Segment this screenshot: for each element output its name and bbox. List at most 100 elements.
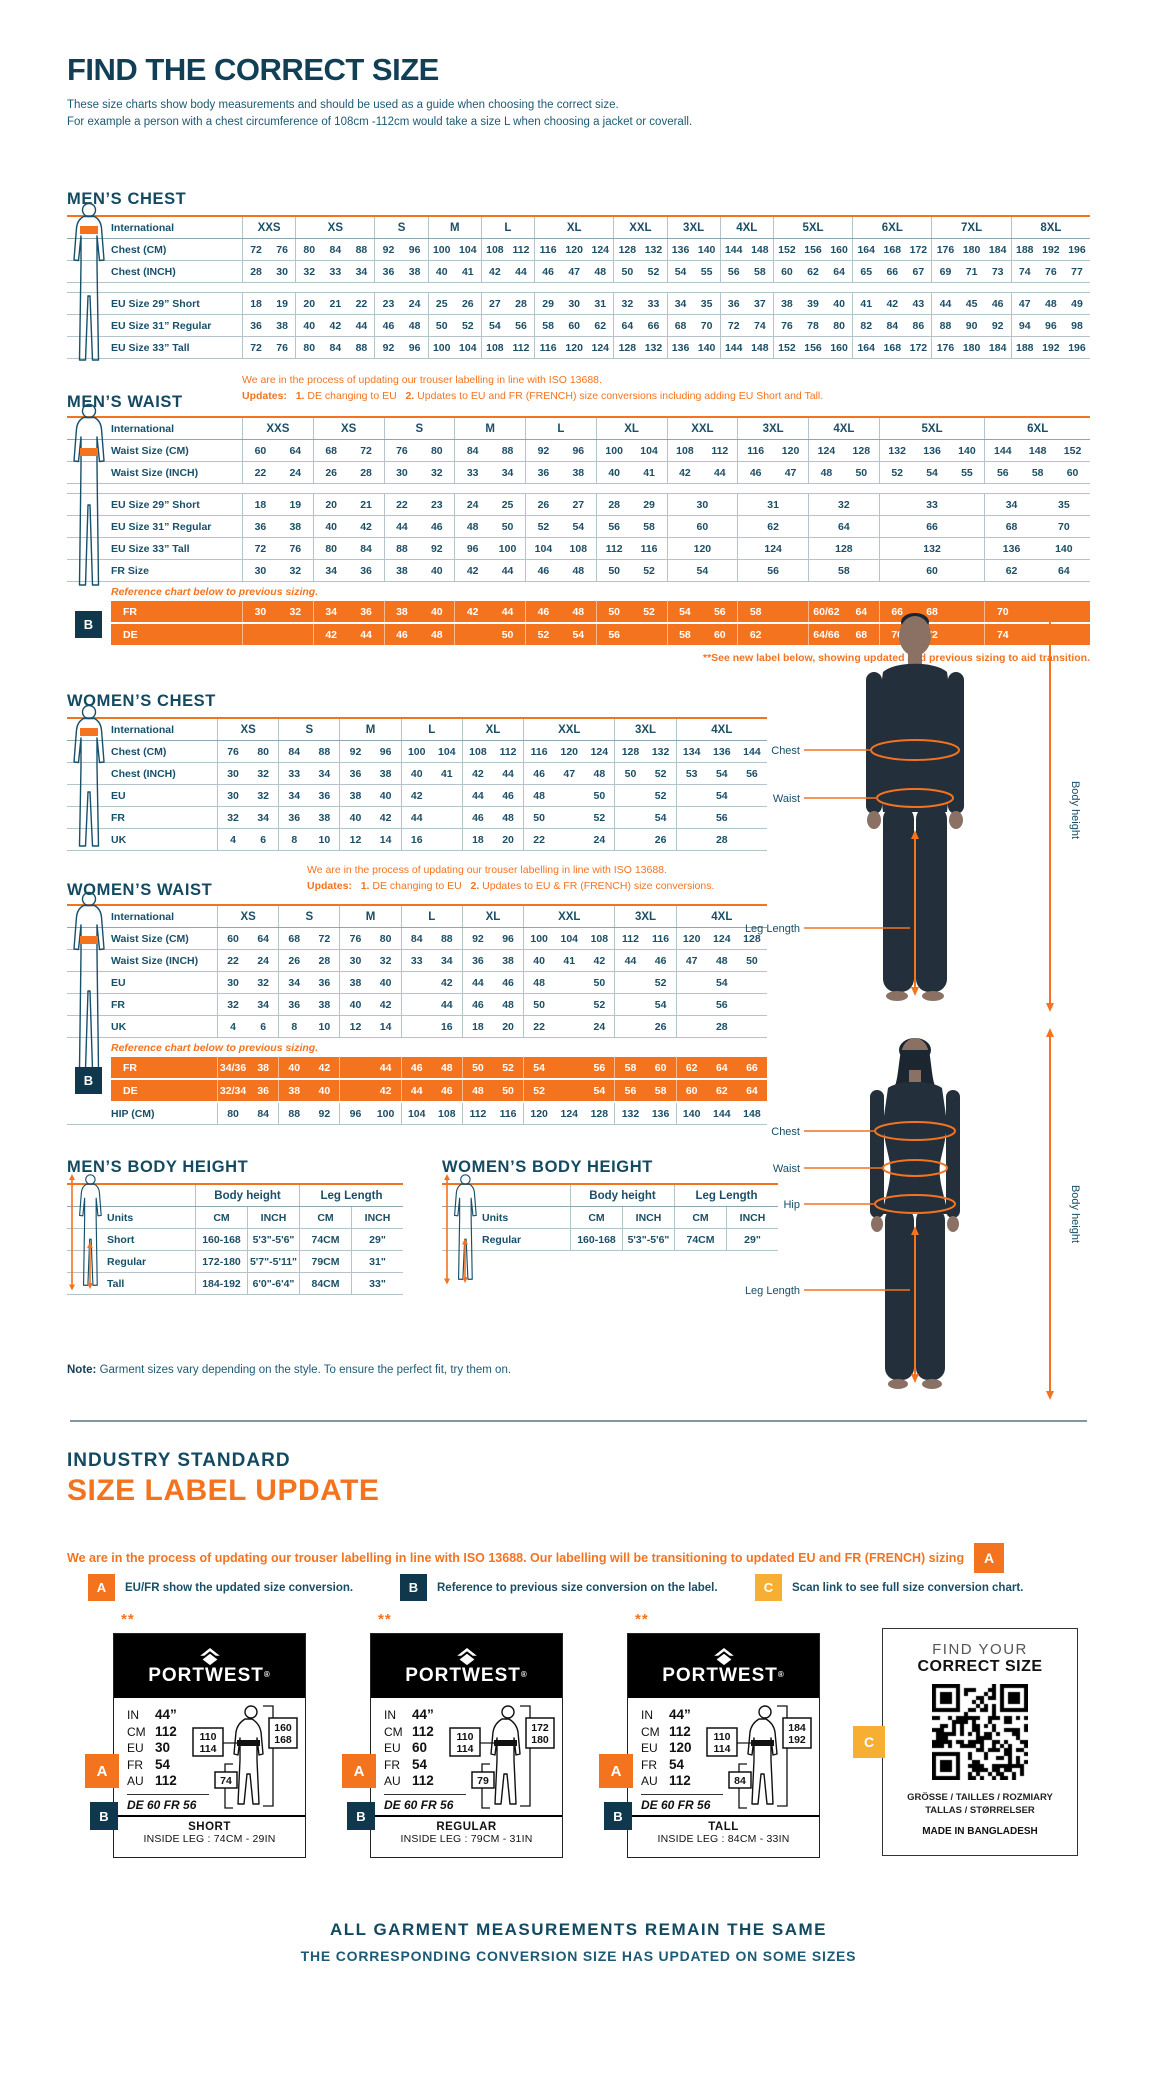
column-header-cell: XS — [295, 217, 374, 238]
row-label: Regular — [482, 1233, 522, 1246]
size-cell: 27 28 — [480, 293, 534, 314]
size-cell: 96 100 — [454, 538, 525, 559]
chest-label: Chest — [771, 745, 800, 757]
size-value: 50 — [593, 789, 606, 802]
column-header: 5XL — [921, 422, 943, 435]
unit-header-cell: CM — [299, 1207, 351, 1228]
size-cell: 124 — [737, 538, 808, 559]
size-value: 46 — [654, 954, 667, 967]
table-row: UK 4 6 8 10 12 14 16 18 20 22 24 26 28 — [67, 829, 767, 851]
size-value: 54 — [489, 319, 501, 332]
size-value: 108 — [486, 341, 504, 354]
size-value: 79CM — [311, 1255, 340, 1268]
size-value: 46 — [991, 297, 1004, 310]
industry-standard-title: INDUSTRY STANDARD — [67, 1450, 291, 1471]
table-row: Waist Size (CM) 60 64 68 72 76 80 84 88 92 96 100 10… — [67, 440, 1090, 462]
size-value: 48 — [466, 520, 479, 533]
row-label: HIP (CM) — [111, 1107, 155, 1120]
size-cell: 22 24 — [242, 462, 313, 483]
size-value: 32 — [379, 954, 392, 967]
size-value: 112 — [469, 1107, 487, 1120]
size-value: 41 — [461, 265, 474, 278]
size-cell: 56 — [737, 560, 808, 581]
column-header-cell: M — [339, 906, 400, 927]
badge-b: B — [75, 611, 102, 638]
size-value: 56 — [767, 564, 779, 577]
size-cell: 32/34 36 — [217, 1080, 278, 1101]
column-header: M — [365, 910, 376, 923]
size-value: 108 — [676, 444, 694, 457]
size-value: 48 — [572, 564, 585, 577]
legend-text: Reference to previous size conversion on… — [437, 1581, 718, 1594]
size-value: 32/34 — [219, 1084, 247, 1097]
size-cell: 54 56 — [480, 315, 534, 336]
size-value: 34 — [440, 954, 453, 967]
size-value — [402, 978, 432, 987]
size-value: 46 — [749, 466, 762, 479]
column-header-cell: XL — [461, 906, 523, 927]
size-cell: 82 84 86 — [852, 315, 931, 336]
size-value: 152 — [1063, 444, 1082, 457]
badge-a: A — [599, 1754, 633, 1788]
size-cell: 34 35 — [984, 494, 1090, 515]
size-value: 52 — [537, 628, 550, 641]
size-cell: 58 60 62 — [534, 315, 613, 336]
size-cell: 54 — [675, 785, 767, 806]
size-cell: 92 96 — [374, 337, 427, 358]
size-value: 40 — [349, 811, 362, 824]
size-cell: 88 92 — [278, 1103, 339, 1124]
size-value: 54 — [654, 811, 667, 824]
size-value: 116 — [640, 542, 658, 555]
size-value: 88 — [396, 542, 408, 555]
legend-item: B Reference to previous size conversion o… — [400, 1574, 718, 1601]
field-value: 44” — [155, 1707, 177, 1722]
column-header-cell: 6XL — [852, 217, 931, 238]
size-cell: 132 136 — [614, 1103, 675, 1124]
column-header: M — [485, 422, 495, 435]
table-figure — [69, 202, 109, 375]
size-value: 128 — [852, 444, 871, 457]
size-value — [340, 1086, 370, 1095]
size-cell: 29 30 31 — [534, 293, 613, 314]
size-value — [677, 791, 707, 800]
size-value: 128 — [618, 341, 637, 354]
size-value: 32 — [838, 498, 850, 511]
portwest-logo-header: PORTWEST® — [114, 1634, 305, 1698]
row-label: EU Size 31” Regular — [111, 319, 212, 332]
row-label: Waist Size (INCH) — [111, 466, 199, 479]
table-gap — [67, 283, 1090, 293]
size-cell: 26 27 — [525, 494, 596, 515]
size-cell: 48 50 — [454, 516, 525, 537]
size-cell: 42 — [400, 785, 462, 806]
size-value: 19 — [289, 498, 302, 511]
size-value: 64 — [257, 932, 269, 945]
group-header-cell: Leg Length — [299, 1185, 403, 1206]
size-value: 192 — [1042, 341, 1060, 354]
footer-line-1: ALL GARMENT MEASUREMENTS REMAIN THE SAME — [330, 1920, 827, 1939]
size-value: 44 — [501, 605, 514, 618]
size-cell: 18 19 — [242, 494, 313, 515]
size-value: 60 — [926, 564, 938, 577]
column-header: L — [504, 221, 512, 234]
male-figure-icon: Chest Waist Leg Length Body height — [745, 608, 1081, 1012]
size-value: 54 — [674, 265, 687, 278]
size-value: 124 — [713, 932, 731, 945]
note-line: We are in the process of updating our tr… — [242, 374, 602, 386]
size-value: 26 — [654, 833, 667, 846]
size-value: 60/62 — [813, 605, 840, 618]
size-value: 56 — [608, 628, 621, 641]
portwest-logo-header: PORTWEST® — [628, 1634, 819, 1698]
size-value: 120 — [781, 444, 800, 457]
size-value: 40 — [379, 789, 392, 802]
womens-body-height-table: Body height Leg Length Units CM INCH CM INCH Re… — [442, 1174, 778, 1285]
size-value: 60 — [568, 319, 581, 332]
field-value: 54 — [155, 1756, 171, 1772]
size-value: 46 — [502, 976, 514, 989]
size-cell: 40 41 — [427, 261, 481, 282]
size-value: 38 — [379, 767, 392, 780]
size-value — [615, 978, 645, 987]
size-cell: 33 34 — [454, 462, 525, 483]
column-header-cell: M — [427, 217, 481, 238]
size-cell: 32 33 34 — [295, 261, 374, 282]
